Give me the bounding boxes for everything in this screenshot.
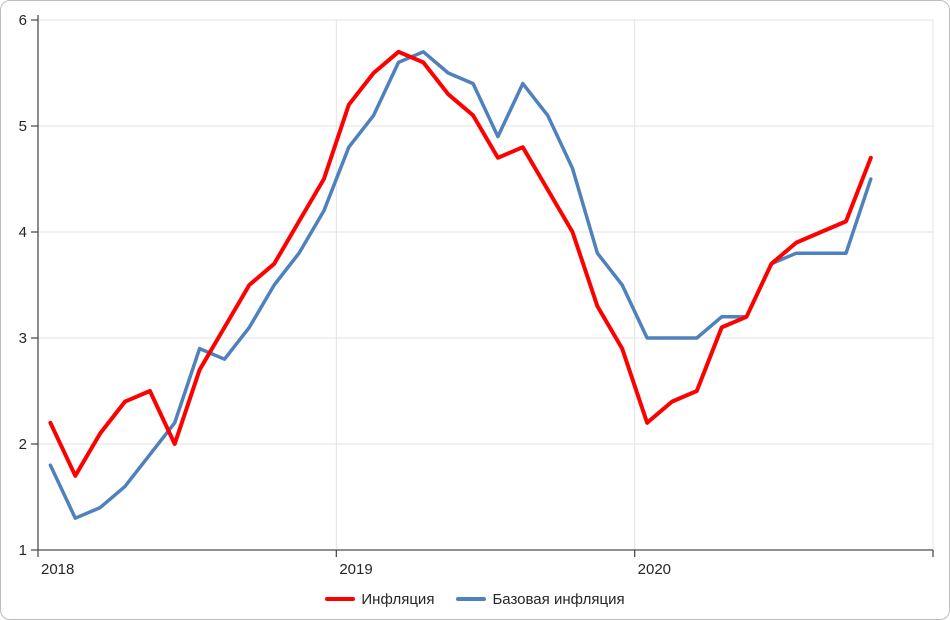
x-tick-label: 2019 bbox=[339, 561, 372, 578]
y-tick-label: 1 bbox=[19, 542, 27, 559]
legend-item-inflation: Инфляция bbox=[325, 591, 434, 608]
legend-item-core-inflation: Базовая инфляция bbox=[456, 590, 625, 608]
y-tick-label: 5 bbox=[19, 118, 27, 135]
x-tick-label: 2018 bbox=[41, 561, 74, 578]
legend-label: Инфляция bbox=[361, 590, 435, 608]
x-tick-label: 2020 bbox=[638, 561, 671, 578]
chart-legend: Инфляция Базовая инфляция bbox=[1, 587, 949, 611]
y-tick-label: 6 bbox=[19, 12, 27, 29]
core-inflation-line bbox=[48, 50, 873, 520]
legend-swatch-core-inflation bbox=[456, 597, 487, 601]
y-tick-label: 2 bbox=[19, 436, 27, 453]
inflation-line bbox=[48, 49, 873, 478]
legend-swatch-inflation bbox=[325, 597, 356, 601]
y-tick-label: 3 bbox=[19, 330, 27, 347]
y-tick-label: 4 bbox=[19, 224, 27, 241]
gridlines bbox=[38, 19, 934, 550]
legend-label: Базовая инфляция bbox=[492, 590, 625, 608]
axes: 1 2 3 4 5 6 2018 2019 2020 bbox=[19, 12, 934, 578]
